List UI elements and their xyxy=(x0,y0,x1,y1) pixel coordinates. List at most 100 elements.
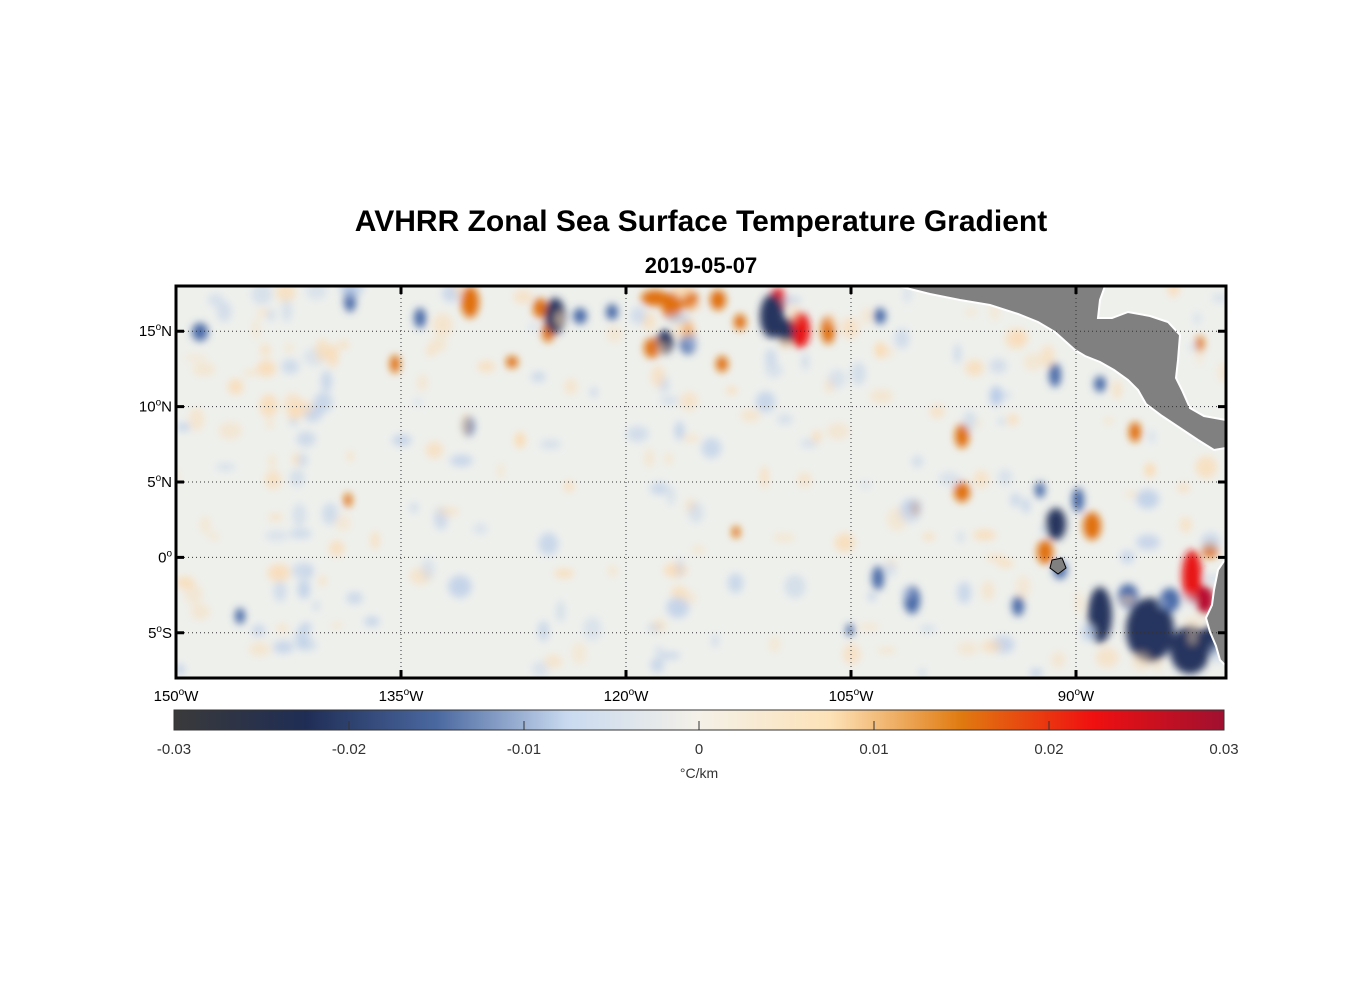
colorbar-tick-label: -0.02 xyxy=(332,741,366,758)
gradient-texture xyxy=(963,411,977,432)
gradient-texture xyxy=(273,581,287,602)
gradient-texture xyxy=(297,639,318,651)
gradient-texture xyxy=(894,328,910,349)
gradient-feature xyxy=(1094,376,1106,392)
colorbar-ticks: -0.03 -0.02 -0.01 0 0.01 0.02 0.03 xyxy=(157,721,1239,758)
lat-tick-label: 5oS xyxy=(148,624,172,642)
gradient-texture xyxy=(1112,380,1122,400)
gradient-texture xyxy=(780,296,802,304)
colorbar-tick-label: 0.01 xyxy=(859,741,888,758)
gradient-texture xyxy=(259,394,278,418)
gradient-texture xyxy=(209,532,219,541)
gradient-feature xyxy=(1046,508,1066,540)
gradient-texture xyxy=(657,652,681,659)
gradient-texture xyxy=(190,603,211,621)
gradient-texture xyxy=(563,481,575,492)
gradient-feature xyxy=(662,292,682,320)
gradient-texture xyxy=(876,647,897,654)
gradient-texture xyxy=(437,506,460,517)
land-south-america xyxy=(1204,556,1226,668)
gradient-texture xyxy=(371,531,379,550)
gradient-feature xyxy=(1129,422,1141,442)
gradient-feature xyxy=(344,493,352,507)
gradient-texture xyxy=(1022,498,1030,514)
gradient-texture xyxy=(188,407,205,432)
gradient-texture xyxy=(630,306,647,325)
gradient-texture xyxy=(207,293,224,307)
gradient-feature xyxy=(606,304,618,320)
gradient-texture xyxy=(776,413,793,425)
gradient-texture xyxy=(981,580,995,601)
gradient-texture xyxy=(321,370,332,393)
gradient-texture xyxy=(851,362,866,386)
gradient-texture xyxy=(1212,293,1226,303)
gradient-texture xyxy=(260,343,271,357)
gradient-texture xyxy=(338,340,349,349)
gradient-texture xyxy=(801,352,810,371)
gradient-texture xyxy=(1136,489,1160,509)
gradient-texture xyxy=(251,286,273,305)
gradient-texture xyxy=(1153,659,1163,673)
gradient-texture xyxy=(879,346,895,358)
gradient-texture xyxy=(655,646,663,653)
gradient-texture xyxy=(449,454,473,467)
gradient-texture xyxy=(607,565,618,577)
land-masses xyxy=(897,286,1226,668)
gradient-texture xyxy=(840,317,860,339)
gradient-texture xyxy=(216,301,232,322)
lat-tick-label: 15oN xyxy=(139,322,172,340)
gradient-texture xyxy=(1014,330,1029,345)
gradient-texture xyxy=(789,302,799,324)
gradient-texture xyxy=(544,654,563,669)
gradient-texture xyxy=(1030,668,1043,678)
chart-subtitle: 2019-05-07 xyxy=(644,253,758,278)
gradient-texture xyxy=(666,596,690,619)
gradient-texture xyxy=(556,600,565,623)
gradient-texture xyxy=(670,586,688,599)
gradient-texture xyxy=(826,422,850,440)
gradient-texture xyxy=(1050,651,1066,669)
gradient-texture xyxy=(1010,492,1021,508)
gradient-texture xyxy=(346,450,354,462)
gradient-texture xyxy=(828,369,846,389)
colorbar-tick-label: -0.01 xyxy=(507,741,541,758)
gradient-texture xyxy=(780,339,792,349)
gradient-texture xyxy=(176,423,191,431)
gradient-texture xyxy=(200,515,211,534)
map-gridlines xyxy=(176,286,1226,678)
gradient-texture xyxy=(322,502,338,525)
gradient-texture xyxy=(477,361,496,372)
gradient-texture xyxy=(998,418,1006,425)
gradient-texture xyxy=(903,286,911,304)
gradient-texture xyxy=(651,365,665,388)
gradient-texture xyxy=(650,482,669,495)
gradient-texture xyxy=(346,591,363,605)
gradient-texture xyxy=(1217,361,1226,384)
gradient-feature xyxy=(1196,586,1214,614)
gradient-feature xyxy=(641,290,669,306)
gradient-texture xyxy=(564,378,578,395)
gradient-texture xyxy=(973,470,990,489)
gradient-feature xyxy=(515,432,525,448)
gradient-texture xyxy=(712,633,719,648)
gradient-texture xyxy=(1136,534,1160,550)
gradient-texture xyxy=(997,469,1013,486)
gradient-texture xyxy=(956,641,979,656)
gradient-texture xyxy=(688,502,704,523)
gradient-texture xyxy=(1075,590,1082,615)
gradient-texture xyxy=(664,452,673,465)
gradient-texture xyxy=(528,323,538,331)
gradient-texture xyxy=(981,640,1002,653)
gradient-texture xyxy=(985,553,1005,562)
gradient-texture xyxy=(268,453,276,470)
gradient-texture xyxy=(671,286,693,299)
gradient-texture xyxy=(989,391,1013,400)
gradient-texture xyxy=(392,434,412,446)
lon-tick-label: 120oW xyxy=(604,687,650,705)
gradient-texture xyxy=(965,309,977,316)
gradient-texture xyxy=(842,643,861,665)
gradient-feature xyxy=(778,318,794,346)
gradient-texture xyxy=(859,481,871,489)
gradient-texture xyxy=(315,338,330,362)
